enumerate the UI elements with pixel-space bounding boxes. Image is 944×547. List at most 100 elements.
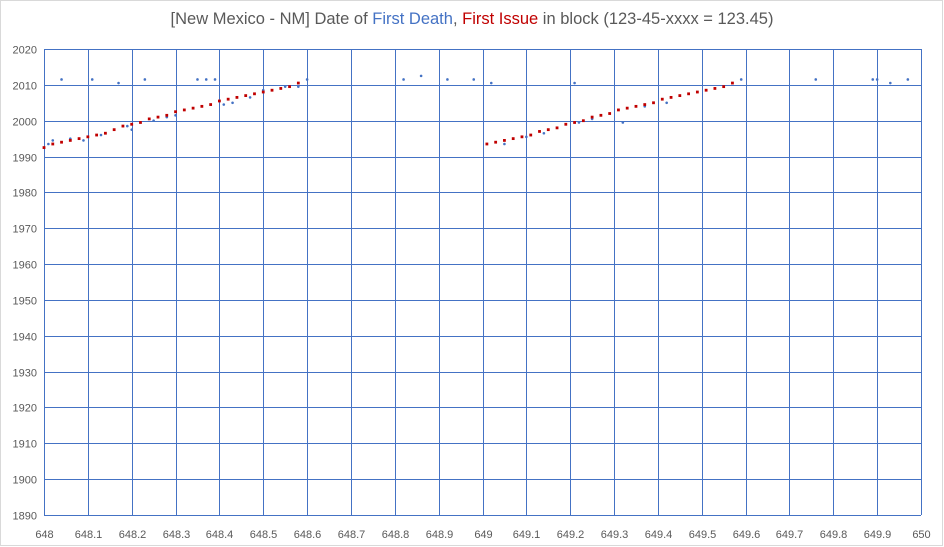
first-death-point bbox=[472, 78, 476, 81]
first-death-point bbox=[297, 85, 300, 88]
first-death-point bbox=[143, 78, 147, 81]
first-issue-point bbox=[713, 87, 717, 90]
x-tick-label: 648.5 bbox=[250, 529, 278, 541]
first-issue-point bbox=[564, 122, 568, 126]
first-death-point bbox=[126, 124, 129, 128]
first-death-point bbox=[419, 74, 423, 78]
first-death-point bbox=[814, 78, 818, 81]
y-tick-label: 1990 bbox=[13, 153, 37, 165]
first-death-point bbox=[47, 142, 50, 146]
first-issue-point bbox=[590, 115, 594, 119]
y-tick-label: 1930 bbox=[13, 368, 37, 380]
y-tick-label: 1910 bbox=[13, 439, 37, 451]
first-death-point bbox=[489, 81, 493, 85]
y-tick-label: 2010 bbox=[13, 81, 37, 93]
first-death-point bbox=[871, 78, 875, 81]
first-death-point bbox=[82, 139, 85, 142]
grid bbox=[44, 49, 922, 516]
first-death-point bbox=[231, 101, 234, 105]
x-tick-label: 649.9 bbox=[864, 529, 892, 541]
first-issue-point bbox=[270, 88, 274, 92]
first-death-point bbox=[621, 121, 625, 124]
x-tick-label: 648.3 bbox=[163, 529, 191, 541]
x-tick-label: 648.8 bbox=[382, 529, 410, 541]
first-issue-point bbox=[625, 106, 629, 110]
first-death-point bbox=[248, 96, 252, 99]
first-issue-point bbox=[678, 94, 682, 97]
first-issue-point bbox=[112, 128, 116, 132]
first-issue-point bbox=[200, 104, 204, 108]
first-issue-point bbox=[296, 81, 300, 85]
first-death-point bbox=[117, 81, 120, 85]
y-tick-label: 1890 bbox=[13, 511, 37, 523]
first-issue-point bbox=[485, 142, 489, 146]
first-issue-point bbox=[139, 121, 142, 124]
x-tick-label: 649.1 bbox=[513, 529, 541, 541]
first-issue-point bbox=[581, 119, 585, 123]
first-issue-point bbox=[60, 140, 63, 144]
x-tick-label: 649.5 bbox=[689, 529, 717, 541]
first-death-point bbox=[51, 139, 55, 142]
first-death-point bbox=[222, 103, 226, 106]
title-prefix: [New Mexico - NM] Date of bbox=[170, 10, 373, 28]
first-issue-point bbox=[218, 99, 221, 103]
first-death-point bbox=[573, 81, 576, 85]
first-death-point bbox=[90, 78, 94, 81]
first-death-point bbox=[739, 78, 743, 81]
y-tick-label: 2020 bbox=[13, 45, 37, 57]
first-issue-point bbox=[599, 113, 603, 117]
first-issue-point bbox=[669, 95, 673, 99]
first-issue-point bbox=[121, 124, 125, 128]
first-issue-point bbox=[660, 97, 664, 101]
first-death-point bbox=[152, 119, 155, 122]
x-tick-label: 649.3 bbox=[601, 529, 629, 541]
first-issue-point bbox=[695, 90, 699, 94]
first-issue-point bbox=[529, 133, 533, 137]
first-issue-point bbox=[643, 103, 647, 106]
title-separator: , bbox=[452, 10, 463, 28]
first-issue-point bbox=[51, 142, 55, 146]
x-tick-label: 649.4 bbox=[645, 529, 673, 541]
first-death-point bbox=[503, 142, 506, 146]
first-issue-point bbox=[494, 140, 498, 144]
first-issue-point bbox=[165, 113, 169, 117]
y-axis-tick-labels: 1890 1900 1910 1920 1930 1940 1950 1960 1970 1980… bbox=[13, 45, 37, 523]
first-issue-point bbox=[538, 130, 541, 133]
x-tick-label: 649 bbox=[474, 529, 492, 541]
first-death-point bbox=[283, 85, 287, 88]
x-tick-label: 648.7 bbox=[338, 529, 366, 541]
y-tick-label: 1920 bbox=[13, 403, 37, 415]
first-issue-point bbox=[86, 135, 90, 139]
x-tick-label: 648.6 bbox=[294, 529, 322, 541]
first-issue-point bbox=[261, 90, 265, 94]
first-issue-point bbox=[191, 106, 195, 110]
first-issue-point bbox=[704, 88, 708, 92]
data-points bbox=[42, 74, 910, 149]
x-tick-label: 648.4 bbox=[206, 529, 234, 541]
first-death-point bbox=[577, 121, 581, 124]
first-issue-point bbox=[731, 81, 734, 85]
x-tick-label: 649.7 bbox=[776, 529, 804, 541]
first-death-point bbox=[174, 114, 177, 117]
first-death-point bbox=[889, 81, 892, 85]
first-issue-point bbox=[182, 108, 186, 112]
first-death-point bbox=[402, 78, 405, 81]
first-issue-point bbox=[156, 115, 160, 119]
first-issue-point bbox=[68, 139, 72, 142]
first-issue-point bbox=[209, 103, 213, 106]
y-tick-label: 1960 bbox=[13, 260, 37, 272]
x-axis-tick-labels: 648 648.1 648.2 648.3 648.4 648.5 648.6 648.7 64… bbox=[35, 529, 930, 541]
y-tick-label: 1980 bbox=[13, 188, 37, 200]
y-tick-label: 1900 bbox=[13, 475, 37, 487]
first-issue-point bbox=[555, 126, 559, 130]
first-issue-point bbox=[147, 117, 151, 121]
x-tick-label: 648.9 bbox=[426, 529, 454, 541]
x-tick-label: 649.6 bbox=[733, 529, 761, 541]
y-tick-label: 2000 bbox=[13, 117, 37, 129]
first-issue-point bbox=[617, 108, 620, 112]
first-issue-point bbox=[244, 94, 248, 97]
first-issue-point bbox=[42, 146, 46, 149]
x-tick-label: 650 bbox=[912, 529, 930, 541]
first-death-point bbox=[196, 78, 199, 81]
